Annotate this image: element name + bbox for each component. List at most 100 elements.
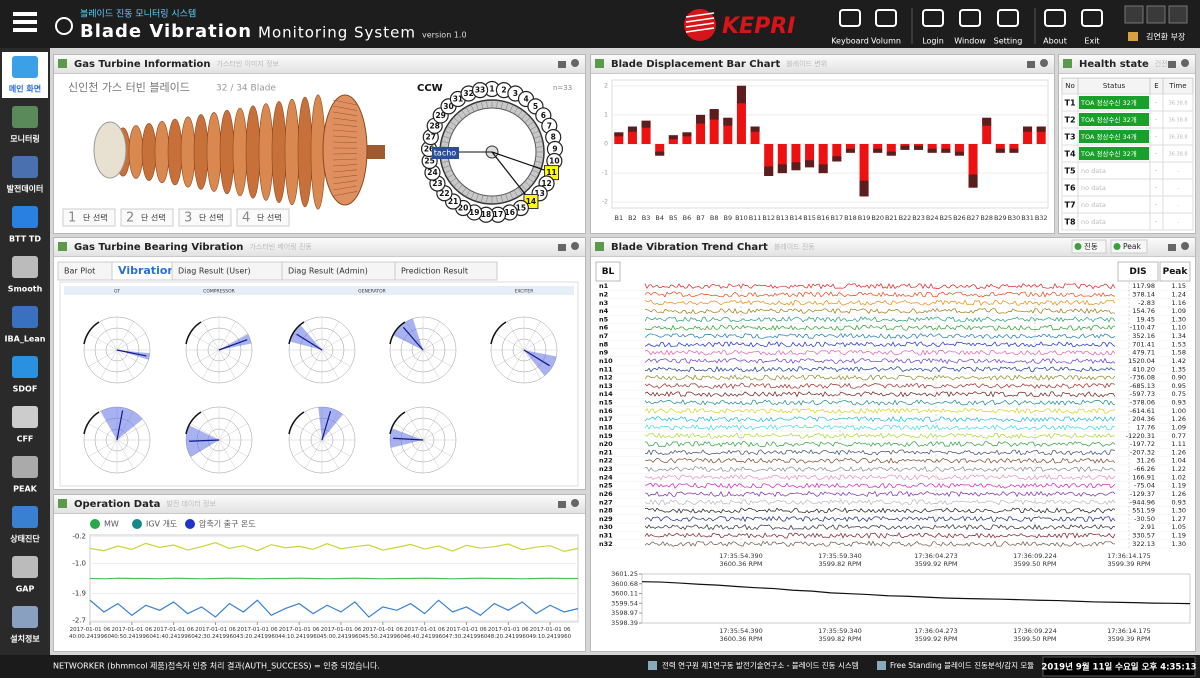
bearing-panel: Gas Turbine Bearing Vibration 가스터빈 베어링 진동	[53, 237, 586, 490]
menu-icon[interactable]	[13, 20, 37, 24]
panel-subtitle: 블레이드 진동	[773, 243, 815, 251]
sidebar-label: 설치정보	[10, 634, 40, 644]
sidebar-icon[interactable]	[12, 56, 38, 78]
toolbar-button[interactable]	[1044, 9, 1066, 27]
x-tick-label: 2017-01-01 06 47:30.2419960	[445, 627, 488, 640]
x-tick-label: 2017-01-01 06 40:00.2419960	[68, 627, 112, 640]
status-icon	[877, 661, 886, 670]
window-control[interactable]	[1124, 5, 1144, 24]
sidebar-icon[interactable]	[12, 506, 38, 528]
toolbar-icon	[1081, 9, 1103, 27]
logo-stripe	[685, 27, 715, 33]
menu-icon[interactable]	[13, 12, 37, 16]
sidebar-label: 메인 화면	[9, 84, 41, 94]
toolbar-button[interactable]	[875, 9, 897, 27]
toolbar-icon	[875, 9, 897, 27]
panel-title: Health state	[1079, 58, 1149, 70]
sidebar-label: IBA_Lean	[5, 335, 46, 344]
panel-title: Gas Turbine Bearing Vibration	[74, 241, 244, 253]
x-tick-label: 2017-01-01 06 49:10.2419960	[529, 627, 572, 640]
health-panel: Health state 건전성	[1058, 54, 1196, 234]
panel-title: Operation Data	[74, 498, 161, 510]
panel-subtitle: 가스터빈 베어링 진동	[249, 243, 312, 251]
x-tick-label: 2017-01-01 06 40:50.2419960	[110, 627, 153, 640]
bar-chart-panel: Blade Displacement Bar Chart 블레이드 변위	[590, 54, 1055, 234]
app-title: Blade Vibration	[80, 21, 252, 42]
toolbar-label: Volumn	[871, 37, 901, 46]
sidebar-icon[interactable]	[12, 456, 38, 478]
sidebar-icon[interactable]	[12, 156, 38, 178]
toolbar-label: Keyboard	[831, 37, 869, 46]
logo-stripe	[685, 17, 715, 23]
toolbar-button[interactable]	[997, 9, 1019, 27]
app-icon	[55, 17, 73, 35]
panel-header: Blade Displacement Bar Chart 블레이드 변위	[591, 55, 1054, 74]
sidebar-icon[interactable]	[12, 556, 38, 578]
status-bar	[0, 655, 1200, 678]
sidebar-icon[interactable]	[12, 306, 38, 328]
panel-header: Operation Data 발전 데이터 정보	[54, 495, 585, 514]
x-tick-label: 2017-01-01 06 46:40.2419960	[403, 627, 446, 640]
toolbar-button[interactable]	[959, 9, 981, 27]
status-module: Free Standing 블레이드 진동분석/감지 모듈	[890, 660, 1034, 670]
header-bar	[0, 0, 1200, 48]
x-tick-label: 2017-01-01 06 45:00.2419960	[319, 627, 363, 640]
sidebar-icon[interactable]	[12, 256, 38, 278]
user-icon	[1128, 32, 1138, 41]
sidebar-label: 상태진단	[10, 534, 40, 544]
sidebar-label: GAP	[16, 585, 35, 594]
toolbar-label: Window	[954, 37, 986, 46]
toolbar-button[interactable]	[839, 9, 861, 27]
user-name: 김연환 부장	[1146, 32, 1186, 42]
panel-title: Blade Vibration Trend Chart	[611, 241, 768, 253]
toolbar-label: Exit	[1084, 37, 1099, 46]
toolbar-icon	[997, 9, 1019, 27]
app-subtitle: 블레이드 진동 모니터링 시스템	[80, 8, 196, 20]
sidebar-icon[interactable]	[12, 406, 38, 428]
sidebar-label: 모니터링	[10, 134, 39, 144]
x-tick-label: 2017-01-01 06 41:40.2419960	[152, 627, 195, 640]
toolbar-icon	[959, 9, 981, 27]
logo-stripe	[685, 12, 715, 18]
panel-title: Blade Displacement Bar Chart	[611, 58, 781, 70]
menu-icon[interactable]	[13, 28, 37, 32]
sidebar-active	[2, 52, 48, 98]
toolbar-icon	[922, 9, 944, 27]
panel-header: Gas Turbine Information 가스터빈 이미지 정보	[54, 55, 585, 74]
app-title: Monitoring System	[258, 24, 416, 42]
status-icon	[648, 661, 657, 670]
sidebar	[0, 48, 50, 655]
window-control[interactable]	[1168, 5, 1188, 24]
toolbar-button[interactable]	[922, 9, 944, 27]
sidebar-label: SDOF	[13, 385, 38, 394]
toolbar-icon	[1044, 9, 1066, 27]
sidebar-label: 발전데이터	[7, 184, 44, 194]
logo: KEPRI	[722, 14, 795, 39]
sidebar-icon[interactable]	[12, 206, 38, 228]
panel-header: Blade Vibration Trend Chart 블레이드 진동	[591, 238, 1195, 257]
x-tick-label: 2017-01-01 06 44:10.2419960	[278, 627, 321, 640]
sidebar-icon[interactable]	[12, 106, 38, 128]
logo-stripe	[685, 22, 715, 28]
x-tick-label: 2017-01-01 06 48:20.2419960	[487, 627, 530, 640]
toolbar-label: Setting	[994, 37, 1023, 46]
gas-turbine-panel: Gas Turbine Information 가스터빈 이미지 정보	[53, 54, 586, 234]
trend-panel: Blade Vibration Trend Chart 블레이드 진동	[590, 237, 1196, 652]
toolbar-icon	[839, 9, 861, 27]
x-tick-label: 2017-01-01 06 42:30.2419960	[194, 627, 237, 640]
sidebar-icon[interactable]	[12, 606, 38, 628]
panel-subtitle: 발전 데이터 정보	[166, 500, 216, 508]
x-tick-label: 2017-01-01 06 43:20.2419960	[236, 627, 279, 640]
sidebar-label: CFF	[17, 435, 34, 444]
window-control[interactable]	[1146, 5, 1166, 24]
status-message: NETWORKER (bhmmcol 제품)접속자 인증 처리 결과(AUTH_…	[53, 661, 380, 671]
toolbar-label: Login	[922, 37, 944, 46]
status-location: 전력 연구원 제1연구동 발전기술연구소 - 블레이드 진동 시스템	[662, 660, 859, 670]
logo-mark	[684, 9, 716, 41]
sidebar-icon[interactable]	[12, 356, 38, 378]
x-tick-label: 2017-01-01 06 45:50.2419960	[361, 627, 404, 640]
panel-subtitle: 건전성	[1154, 60, 1175, 68]
toolbar-button[interactable]	[1081, 9, 1103, 27]
panel-header: Gas Turbine Bearing Vibration 가스터빈 베어링 진동	[54, 238, 585, 257]
